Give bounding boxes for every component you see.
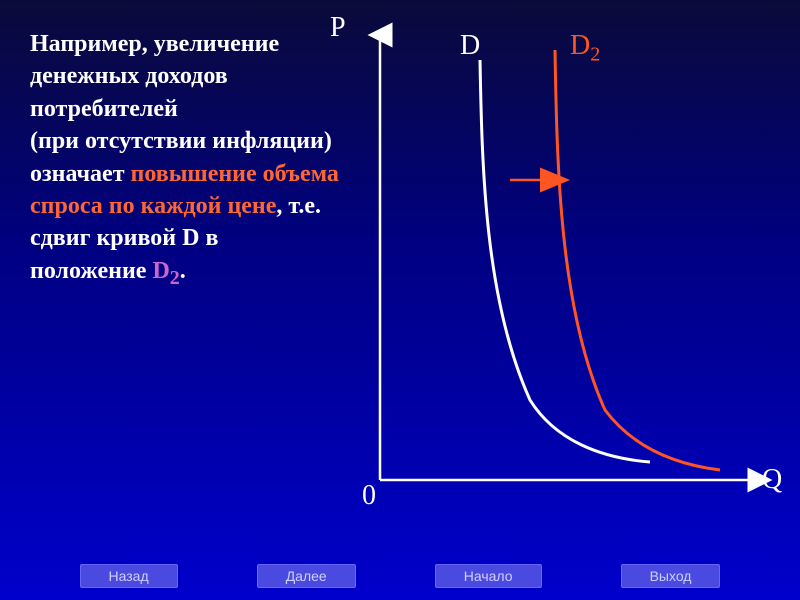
back-button[interactable]: Назад xyxy=(80,564,178,588)
demand-chart: P Q 0 D D2 xyxy=(360,20,780,500)
description-text: Например, увеличение денежных доходов по… xyxy=(30,28,340,292)
curve-d-label: D xyxy=(460,30,480,62)
text-part-1: Например, увеличение денежных доходов по… xyxy=(30,31,279,122)
start-button[interactable]: Начало xyxy=(435,564,542,588)
curve-d xyxy=(480,60,650,462)
text-period: . xyxy=(180,258,186,284)
origin-label: 0 xyxy=(362,480,376,512)
curve-d2-label: D2 xyxy=(570,30,600,67)
nav-bar: Назад Далее Начало Выход xyxy=(0,564,800,588)
chart-svg xyxy=(360,20,780,500)
highlight-purple: D2 xyxy=(152,258,179,284)
next-button[interactable]: Далее xyxy=(257,564,356,588)
curve-d2 xyxy=(555,50,720,470)
y-axis-label: P xyxy=(330,12,346,44)
exit-button[interactable]: Выход xyxy=(621,564,721,588)
x-axis-label: Q xyxy=(762,464,782,496)
